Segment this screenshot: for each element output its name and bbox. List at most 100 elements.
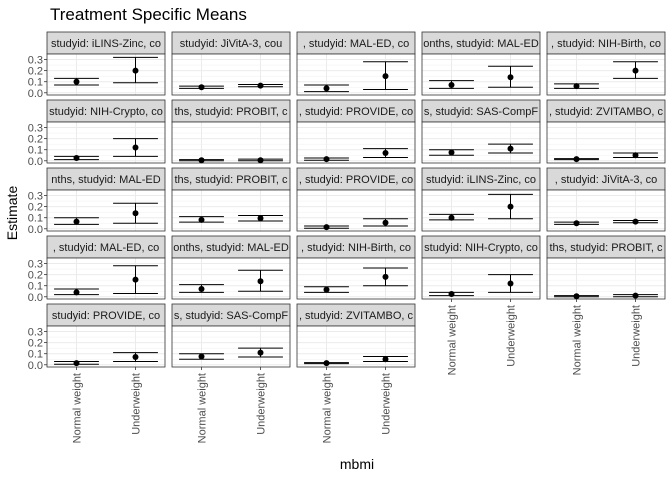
- y-tick-label: 0.1: [28, 281, 43, 293]
- chart-title: Treatment Specific Means: [50, 5, 247, 24]
- facet-panel-border: [46, 121, 166, 164]
- data-point: [448, 214, 455, 221]
- data-point: [323, 286, 330, 293]
- data-point: [73, 218, 80, 225]
- x-tick-label: Normal weight: [72, 373, 84, 443]
- facet-panel-border: [46, 257, 166, 300]
- facet-panel-border: [296, 53, 416, 96]
- y-tick-label: 0.0: [28, 292, 43, 304]
- data-point: [323, 224, 330, 231]
- data-point: [198, 84, 205, 91]
- facet-strip-label: s, studyid: SAS-CompF: [424, 106, 539, 118]
- facet-plot-area: [297, 326, 415, 367]
- y-tick-label: 0.0: [28, 88, 43, 100]
- facet-panel-border: [421, 189, 541, 232]
- data-point: [73, 155, 80, 162]
- data-point: [198, 353, 205, 360]
- y-axis-title: Estimate: [4, 186, 20, 241]
- data-point: [382, 73, 389, 80]
- facet-panel: , studyid: PROVIDE, co: [296, 167, 416, 232]
- facet-strip-label: , studyid: MAL-ED, co: [53, 242, 159, 254]
- facet-strip-label: s, studyid: SAS-CompF: [174, 310, 289, 322]
- facet-panel-border: [46, 325, 166, 368]
- data-point: [132, 144, 139, 151]
- facet-strip-label: studyid: JiVitA-3, cou: [180, 38, 283, 50]
- data-point: [323, 156, 330, 163]
- data-point: [507, 145, 514, 152]
- facet-panel: nths, studyid: MAL-ED 0.00.10.20.3: [28, 167, 166, 236]
- facet-strip-label: studyid: iLINS-Zinc, co: [426, 174, 536, 186]
- facet-panel-border: [546, 257, 666, 300]
- data-point: [507, 280, 514, 287]
- facet-plot-area: [172, 122, 290, 163]
- facet-strip-label: , studyid: MAL-ED, co: [303, 38, 409, 50]
- y-tick-label: 0.2: [28, 270, 43, 282]
- facet-panel: s, studyid: SAS-CompF: [421, 99, 541, 164]
- y-tick-label: 0.0: [28, 360, 43, 372]
- facet-panel: , studyid: NIH-Birth, co: [296, 235, 416, 300]
- facet-panel-border: [171, 53, 291, 96]
- facet-panel: studyid: iLINS-Zinc, co: [421, 167, 541, 232]
- data-point: [382, 273, 389, 280]
- facet-strip-label: , studyid: PROVIDE, co: [299, 174, 413, 186]
- facet-strip-label: studyid: PROVIDE, co: [52, 310, 160, 322]
- data-point: [573, 83, 580, 90]
- facet-strip-label: onths, studyid: MAL-ED: [173, 242, 289, 254]
- x-tick-label: Underweight: [131, 373, 143, 435]
- facet-panel-border: [546, 53, 666, 96]
- facet-panel: , studyid: JiVitA-3, co: [546, 167, 666, 232]
- facet-panel-border: [421, 257, 541, 300]
- facet-strip-label: studyid: NIH-Crypto, co: [49, 106, 163, 118]
- y-tick-label: 0.3: [28, 55, 43, 67]
- x-axis-title: mbmi: [340, 456, 374, 472]
- x-tick-label: Normal weight: [572, 305, 584, 375]
- data-point: [382, 219, 389, 226]
- facet-strip-label: , studyid: NIH-Birth, co: [301, 242, 411, 254]
- data-point: [382, 150, 389, 157]
- data-point: [573, 293, 580, 300]
- facet-strip-label: ths, studyid: PROBIT, c: [174, 106, 288, 118]
- data-point: [632, 292, 639, 299]
- facet-strip-label: , studyid: JiVitA-3, co: [555, 174, 658, 186]
- facet-plot-area: [297, 122, 415, 163]
- data-point: [198, 216, 205, 223]
- y-tick-label: 0.3: [28, 259, 43, 271]
- data-point: [132, 210, 139, 217]
- x-tick-label: Normal weight: [322, 373, 334, 443]
- facet-strip-label: , studyid: ZVITAMBO, c: [299, 310, 414, 322]
- facet-panel: onths, studyid: MAL-ED: [421, 31, 541, 96]
- facet-panel: studyid: JiVitA-3, cou: [171, 31, 291, 96]
- facet-strip-label: ths, studyid: PROBIT, c: [174, 174, 288, 186]
- facet-panel-border: [171, 325, 291, 368]
- y-tick-label: 0.1: [28, 349, 43, 361]
- data-point: [507, 203, 514, 210]
- facet-strip-label: , studyid: PROVIDE, co: [299, 106, 413, 118]
- facet-panel-border: [171, 121, 291, 164]
- facet-plot-area: [422, 190, 540, 231]
- facet-plot-area: [422, 122, 540, 163]
- data-point: [257, 157, 264, 164]
- facet-panel: , studyid: ZVITAMBO, c Normal weight Under…: [296, 303, 416, 443]
- facet-panel: ths, studyid: PROBIT, c: [171, 167, 291, 232]
- facet-panel: studyid: NIH-Crypto, co 0.00.10.20.3: [28, 99, 166, 168]
- facet-plot-area: [172, 190, 290, 231]
- y-tick-label: 0.1: [28, 145, 43, 157]
- data-point: [323, 360, 330, 367]
- y-tick-label: 0.2: [28, 202, 43, 214]
- facet-strip-label: onths, studyid: MAL-ED: [423, 38, 539, 50]
- data-point: [573, 220, 580, 227]
- data-point: [507, 74, 514, 81]
- facet-panel: , studyid: MAL-ED, co 0.00.10.20.3: [28, 235, 166, 304]
- data-point: [448, 82, 455, 89]
- facet-panel: ths, studyid: PROBIT, c: [171, 99, 291, 164]
- y-tick-label: 0.0: [28, 156, 43, 168]
- facet-panel: onths, studyid: MAL-ED: [171, 235, 291, 300]
- facet-strip-label: , studyid: ZVITAMBO, c: [549, 106, 664, 118]
- facet-strip-label: ths, studyid: PROBIT, c: [549, 242, 663, 254]
- data-point: [448, 291, 455, 298]
- x-tick-label: Normal weight: [447, 305, 459, 375]
- facet-panel-border: [546, 189, 666, 232]
- x-tick-label: Underweight: [381, 373, 393, 435]
